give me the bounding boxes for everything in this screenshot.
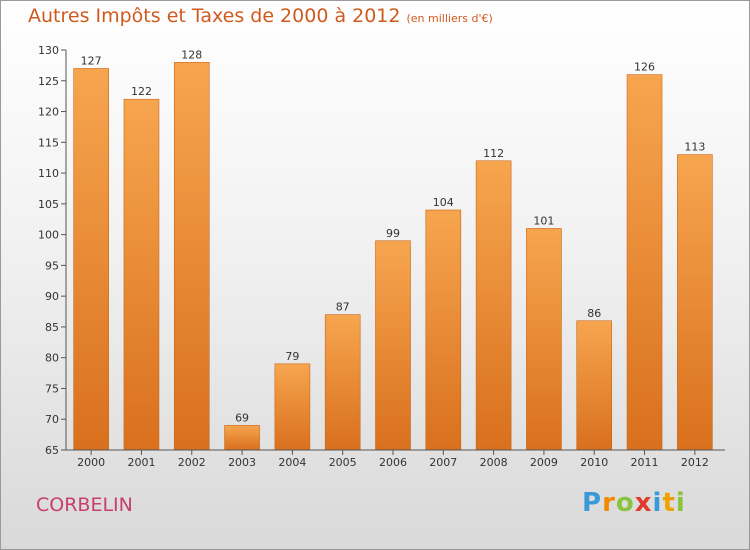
logo-letter: t: [662, 488, 676, 518]
logo-letter: r: [602, 488, 616, 518]
bar-2000: [73, 68, 109, 451]
y-tick-label: 85: [45, 321, 59, 334]
x-axis: 2000 2001 2002 2003 2004 2005 2006 2007 2008 2009…: [66, 449, 725, 469]
value-label-2005: 87: [336, 301, 350, 314]
y-tick-label: 115: [38, 136, 59, 149]
y-tick-label: 110: [38, 167, 59, 180]
y-tick-label: 65: [45, 444, 59, 457]
x-tick-label-2007: 2007: [429, 456, 457, 469]
y-axis: 65 70 75 80 85 90 95 100 105 110 115 120 125 130: [38, 44, 67, 457]
bar-2012: [677, 154, 713, 451]
chart-title: Autres Impôts et Taxes de 2000 à 2012 (en…: [28, 5, 493, 27]
bar-2011: [626, 74, 663, 451]
x-tick-label-2009: 2009: [530, 456, 558, 469]
x-tick-label-2008: 2008: [480, 456, 508, 469]
y-tick-label: 130: [38, 44, 59, 57]
bar-2009: [526, 228, 562, 451]
y-tick-label: 90: [45, 290, 59, 303]
value-label-2011: 126: [634, 61, 655, 74]
value-label-2008: 112: [483, 147, 504, 160]
bar-2003: [224, 425, 260, 451]
logo-letter: x: [634, 488, 653, 518]
bars: 127 122 128 69 79 87 99 104 112 101 86 126 113: [73, 48, 713, 451]
logo-letter: P: [582, 488, 603, 518]
value-label-2002: 128: [181, 48, 202, 61]
y-tick-label: 120: [38, 106, 59, 119]
x-tick-label-2000: 2000: [77, 456, 105, 469]
value-label-2010: 86: [587, 307, 601, 320]
x-tick-label-2004: 2004: [278, 456, 306, 469]
y-tick-label: 95: [45, 259, 59, 272]
bar-2005: [324, 314, 361, 451]
value-label-2012: 113: [684, 141, 705, 154]
value-label-2000: 127: [81, 54, 102, 67]
x-tick-label-2002: 2002: [178, 456, 206, 469]
x-tick-label-2003: 2003: [228, 456, 256, 469]
value-label-2007: 104: [433, 196, 454, 209]
x-tick-label-2011: 2011: [631, 456, 659, 469]
logo-letter: i: [675, 488, 686, 518]
x-tick-label-2001: 2001: [127, 456, 155, 469]
bar-2010: [576, 320, 613, 451]
y-tick-label: 105: [38, 198, 59, 211]
y-tick-label: 100: [38, 229, 59, 242]
value-label-2003: 69: [235, 411, 249, 424]
value-label-2004: 79: [285, 350, 299, 363]
y-tick-label: 70: [45, 413, 59, 426]
bar-2004: [274, 363, 311, 451]
y-tick-label: 80: [45, 352, 59, 365]
bar-2006: [375, 240, 411, 451]
bar-2002: [173, 62, 210, 451]
logo-letter: o: [615, 488, 635, 518]
bar-2001: [123, 98, 160, 451]
y-tick-label: 75: [45, 382, 59, 395]
logo-letter: i: [652, 488, 663, 518]
x-tick-label-2012: 2012: [681, 456, 709, 469]
value-label-2006: 99: [386, 227, 400, 240]
chart-subtitle: (en milliers d'€): [406, 12, 493, 25]
x-tick-label-2006: 2006: [379, 456, 407, 469]
value-label-2009: 101: [533, 214, 554, 227]
proxiti-logo: Proxiti: [582, 488, 686, 518]
bar-2008: [475, 160, 512, 451]
bar-2007: [425, 209, 462, 451]
title-text: Autres Impôts et Taxes de 2000 à 2012: [28, 5, 401, 27]
x-tick-label-2010: 2010: [580, 456, 608, 469]
y-tick-label: 125: [38, 75, 59, 88]
commune-name: CORBELIN: [36, 494, 133, 516]
value-label-2001: 122: [131, 85, 152, 98]
x-tick-label-2005: 2005: [329, 456, 357, 469]
